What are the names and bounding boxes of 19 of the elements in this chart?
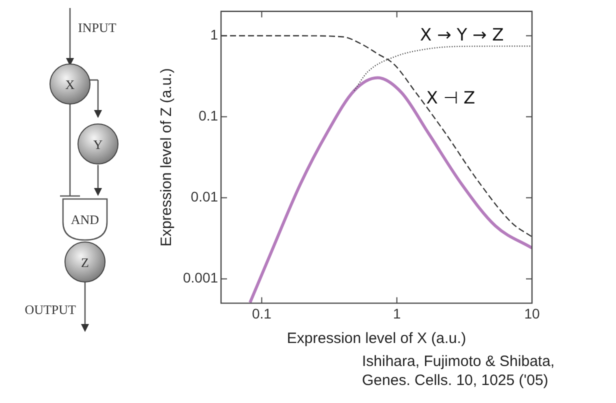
text: Z [81,255,90,270]
annotation: X → Y → Z [420,26,504,46]
x-tick-label: 10 [524,305,540,322]
y-tick-label: 0.001 [182,270,218,286]
text: OUTPUT [24,302,76,317]
y-axis-title: Expression level of Z (a.u.) [158,68,176,247]
x-axis-title: Expression level of X (a.u.) [286,330,466,348]
text: INPUT [78,20,116,35]
text: Y [93,137,104,152]
y-tick-label: 0.01 [190,188,218,205]
text: Ishihara, Fujimoto & Shibata, [362,352,555,371]
annotation: X ⊣ Z [426,88,476,108]
text: X [65,77,76,92]
y-tick-label: 1 [210,26,218,43]
text: Genes. Cells. 10, 1025 ('05) [362,371,550,390]
x-tick-label: 1 [392,305,401,322]
text: AND [70,212,100,227]
x-tick-label: 0.1 [252,305,272,322]
y-tick-label: 0.1 [198,108,218,124]
